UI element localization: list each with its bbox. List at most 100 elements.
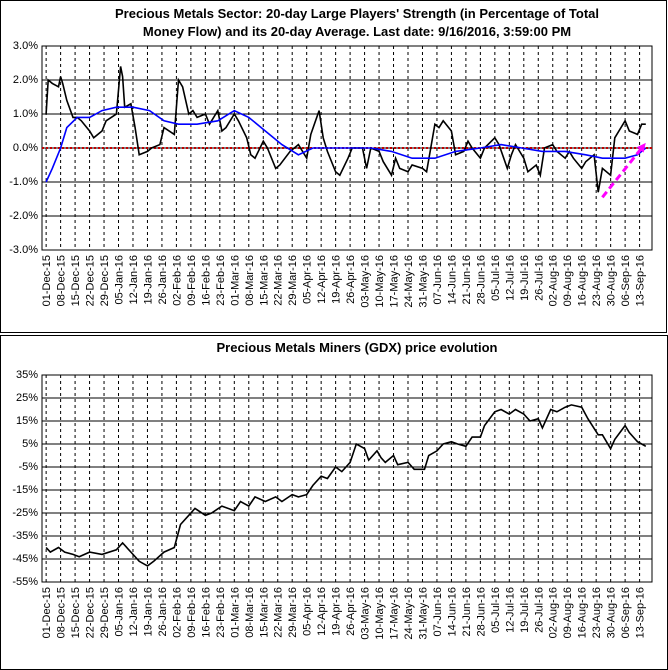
x-tick-label: 12-Jul-16 <box>504 587 516 633</box>
x-tick-label: 07-Jun-16 <box>432 587 444 637</box>
chart-title: Money Flow) and its 20-day Average. Last… <box>143 24 571 39</box>
series-line <box>45 66 646 193</box>
x-tick-label: 23-Feb-16 <box>215 587 227 638</box>
x-tick-label: 16-Aug-16 <box>577 587 589 638</box>
x-tick-label: 12-Apr-16 <box>316 587 328 636</box>
x-tick-label: 17-May-16 <box>389 587 401 640</box>
x-tick-label: 28-Jun-16 <box>475 587 487 637</box>
x-tick-label: 24-May-16 <box>403 255 415 308</box>
y-tick-label: -25% <box>12 507 38 519</box>
x-tick-label: 05-Apr-16 <box>302 255 314 304</box>
x-tick-label: 01-Mar-16 <box>229 255 241 306</box>
chart-title: Precious Metals Miners (GDX) price evolu… <box>216 340 497 355</box>
x-tick-label: 08-Mar-16 <box>244 255 256 306</box>
x-tick-label: 22-Mar-16 <box>273 587 285 638</box>
x-tick-label: 22-Mar-16 <box>273 255 285 306</box>
x-tick-label: 14-Jun-16 <box>446 255 458 305</box>
y-tick-label: 15% <box>16 415 38 427</box>
x-tick-label: 09-Aug-16 <box>562 587 574 638</box>
x-tick-label: 26-Jan-16 <box>157 587 169 637</box>
x-tick-label: 26-Apr-16 <box>345 255 357 304</box>
x-tick-label: 21-Jun-16 <box>461 587 473 637</box>
x-tick-label: 19-Jan-16 <box>142 587 154 637</box>
x-tick-label: 29-Mar-16 <box>287 587 299 638</box>
plot-border <box>41 374 653 583</box>
x-tick-label: 29-Dec-15 <box>99 587 111 638</box>
series-line <box>45 404 647 567</box>
y-tick-label: 2.0% <box>13 74 38 86</box>
x-tick-label: 15-Mar-16 <box>258 587 270 638</box>
x-tick-label: 22-Dec-15 <box>85 587 97 638</box>
y-tick-label: 1.0% <box>13 108 38 120</box>
x-tick-label: 29-Mar-16 <box>287 255 299 306</box>
x-tick-label: 05-Apr-16 <box>302 587 314 636</box>
x-tick-label: 26-Apr-16 <box>345 587 357 636</box>
x-tick-label: 30-Aug-16 <box>606 255 618 306</box>
y-tick-label: -45% <box>12 553 38 565</box>
x-tick-label: 26-Jul-16 <box>533 587 545 633</box>
x-tick-label: 03-May-16 <box>360 255 372 308</box>
x-tick-label: 23-Aug-16 <box>591 587 603 638</box>
x-tick-label: 08-Dec-15 <box>56 255 68 306</box>
x-tick-label: 19-Jan-16 <box>142 255 154 305</box>
y-tick-label: 25% <box>16 392 38 404</box>
x-tick-label: 05-Jul-16 <box>490 587 502 633</box>
x-tick-label: 05-Jul-16 <box>490 255 502 301</box>
x-tick-label: 05-Jan-16 <box>114 587 126 637</box>
x-tick-label: 31-May-16 <box>417 587 429 640</box>
x-tick-label: 10-May-16 <box>374 587 386 640</box>
chart-title: Precious Metals Sector: 20-day Large Pla… <box>115 6 599 21</box>
y-tick-label: 0.0% <box>13 142 38 154</box>
x-tick-label: 15-Dec-15 <box>70 255 82 306</box>
x-tick-label: 28-Jun-16 <box>475 255 487 305</box>
y-tick-label: -15% <box>12 484 38 496</box>
x-tick-label: 16-Feb-16 <box>200 587 212 638</box>
x-tick-label: 01-Dec-15 <box>41 587 53 638</box>
x-tick-label: 13-Sep-16 <box>635 587 647 638</box>
x-tick-label: 15-Mar-16 <box>258 255 270 306</box>
x-tick-label: 02-Aug-16 <box>548 587 560 638</box>
x-tick-label: 15-Dec-15 <box>70 587 82 638</box>
x-tick-label: 29-Dec-15 <box>99 255 111 306</box>
y-tick-label: -3.0% <box>9 244 38 256</box>
plot-area <box>42 375 652 582</box>
x-tick-label: 07-Jun-16 <box>432 255 444 305</box>
x-tick-label: 08-Dec-15 <box>56 587 68 638</box>
x-tick-label: 19-Apr-16 <box>331 587 343 636</box>
x-tick-label: 10-May-16 <box>374 255 386 308</box>
y-tick-label: 5% <box>22 438 38 450</box>
x-tick-label: 19-Jul-16 <box>519 587 531 633</box>
x-tick-label: 02-Feb-16 <box>171 587 183 638</box>
x-tick-label: 12-Jan-16 <box>128 255 140 305</box>
y-tick-label: 3.0% <box>13 40 38 52</box>
x-tick-label: 02-Feb-16 <box>171 255 183 306</box>
x-tick-label: 19-Apr-16 <box>331 255 343 304</box>
x-tick-label: 31-May-16 <box>417 255 429 308</box>
x-tick-label: 13-Sep-16 <box>635 255 647 306</box>
y-tick-label: 35% <box>16 369 38 381</box>
y-tick-label: -55% <box>12 576 38 588</box>
y-tick-label: -1.0% <box>9 176 38 188</box>
series-line <box>45 106 647 183</box>
x-tick-label: 30-Aug-16 <box>606 587 618 638</box>
x-tick-label: 05-Jan-16 <box>114 255 126 305</box>
y-tick-label: -35% <box>12 530 38 542</box>
x-tick-label: 16-Feb-16 <box>200 255 212 306</box>
x-tick-label: 26-Jan-16 <box>157 255 169 305</box>
x-tick-label: 23-Aug-16 <box>591 255 603 306</box>
x-tick-label: 21-Jun-16 <box>461 255 473 305</box>
x-tick-label: 19-Jul-16 <box>519 255 531 301</box>
x-tick-label: 09-Aug-16 <box>562 255 574 306</box>
x-tick-label: 12-Apr-16 <box>316 255 328 304</box>
y-tick-label: -2.0% <box>9 210 38 222</box>
x-tick-label: 08-Mar-16 <box>244 587 256 638</box>
x-tick-label: 01-Mar-16 <box>229 587 241 638</box>
x-tick-label: 03-May-16 <box>360 587 372 640</box>
x-tick-label: 16-Aug-16 <box>577 255 589 306</box>
y-tick-label: -5% <box>18 461 38 473</box>
x-tick-label: 01-Dec-15 <box>41 255 53 306</box>
arrow-head <box>636 142 646 153</box>
x-tick-label: 09-Feb-16 <box>186 587 198 638</box>
